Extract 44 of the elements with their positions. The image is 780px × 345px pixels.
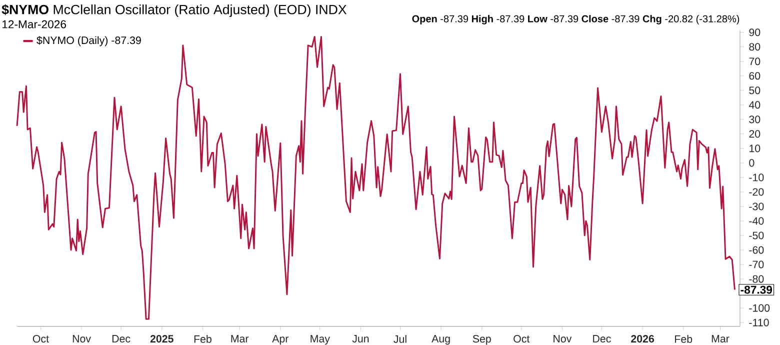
y-tick-label: 0 [749, 159, 754, 167]
y-tick-label: -80 [749, 275, 764, 283]
y-tick-label: 60 [749, 72, 760, 80]
x-tick-label: 2025 [150, 335, 174, 343]
x-tick-label: Jun [352, 335, 369, 342]
x-tick-label: Dec [112, 335, 130, 342]
y-tick-label: -20 [749, 188, 764, 196]
x-tick-label: Apr [272, 335, 289, 345]
x-tick-label: Mar [712, 335, 730, 342]
x-tick-label: Aug [432, 335, 450, 345]
chart-subtitle: 12-Mar-2026 [2, 20, 66, 28]
x-tick-label: Mar [231, 335, 249, 342]
x-tick-label: 2026 [631, 335, 654, 343]
x-tick-label: Nov [554, 335, 572, 342]
y-tick-label: 30 [749, 116, 760, 124]
y-tick-label: -100 [749, 304, 770, 312]
y-tick-label: 20 [749, 130, 760, 138]
y-tick-label: -40 [749, 217, 764, 225]
y-tick-label: 70 [749, 58, 760, 66]
y-tick-label: 80 [749, 43, 760, 51]
y-tick-label: 40 [748, 101, 760, 109]
y-tick-label: 90 [749, 28, 760, 36]
x-tick-label: Oct [514, 335, 530, 343]
legend-label: $NYMO (Daily) -87.39 [36, 36, 141, 46]
x-tick-label: Feb [675, 335, 692, 343]
y-tick-label: -60 [749, 246, 764, 254]
text: Open -87.39 High -87.39 Low -87.39 Close -87.39 Chg -20.82 (-31.28%) [412, 15, 740, 24]
y-tick-label: -10 [749, 174, 764, 182]
x-tick-label: Feb [194, 335, 212, 343]
y-tick-label: -110 [749, 318, 769, 326]
annotation: -87.39 [740, 286, 772, 294]
x-tick-label: Jul [394, 335, 406, 343]
line-series [16, 36, 736, 320]
chart-title: $NYMO McClellan Oscillator (Ratio Adjusted) (EOD) INDX [2, 4, 347, 17]
y-tick-label: 50 [749, 86, 760, 94]
y-tick-label: -30 [749, 202, 764, 210]
y-tick-label: -50 [749, 232, 764, 240]
x-tick-label: Oct [32, 335, 49, 343]
x-tick-label: Sep [472, 335, 491, 345]
x-tick-label: Dec [593, 335, 611, 342]
y-tick-label: 10 [750, 144, 760, 152]
x-tick-label: Nov [72, 335, 91, 342]
x-tick-label: May [310, 335, 330, 345]
y-tick-label: -70 [749, 260, 764, 268]
